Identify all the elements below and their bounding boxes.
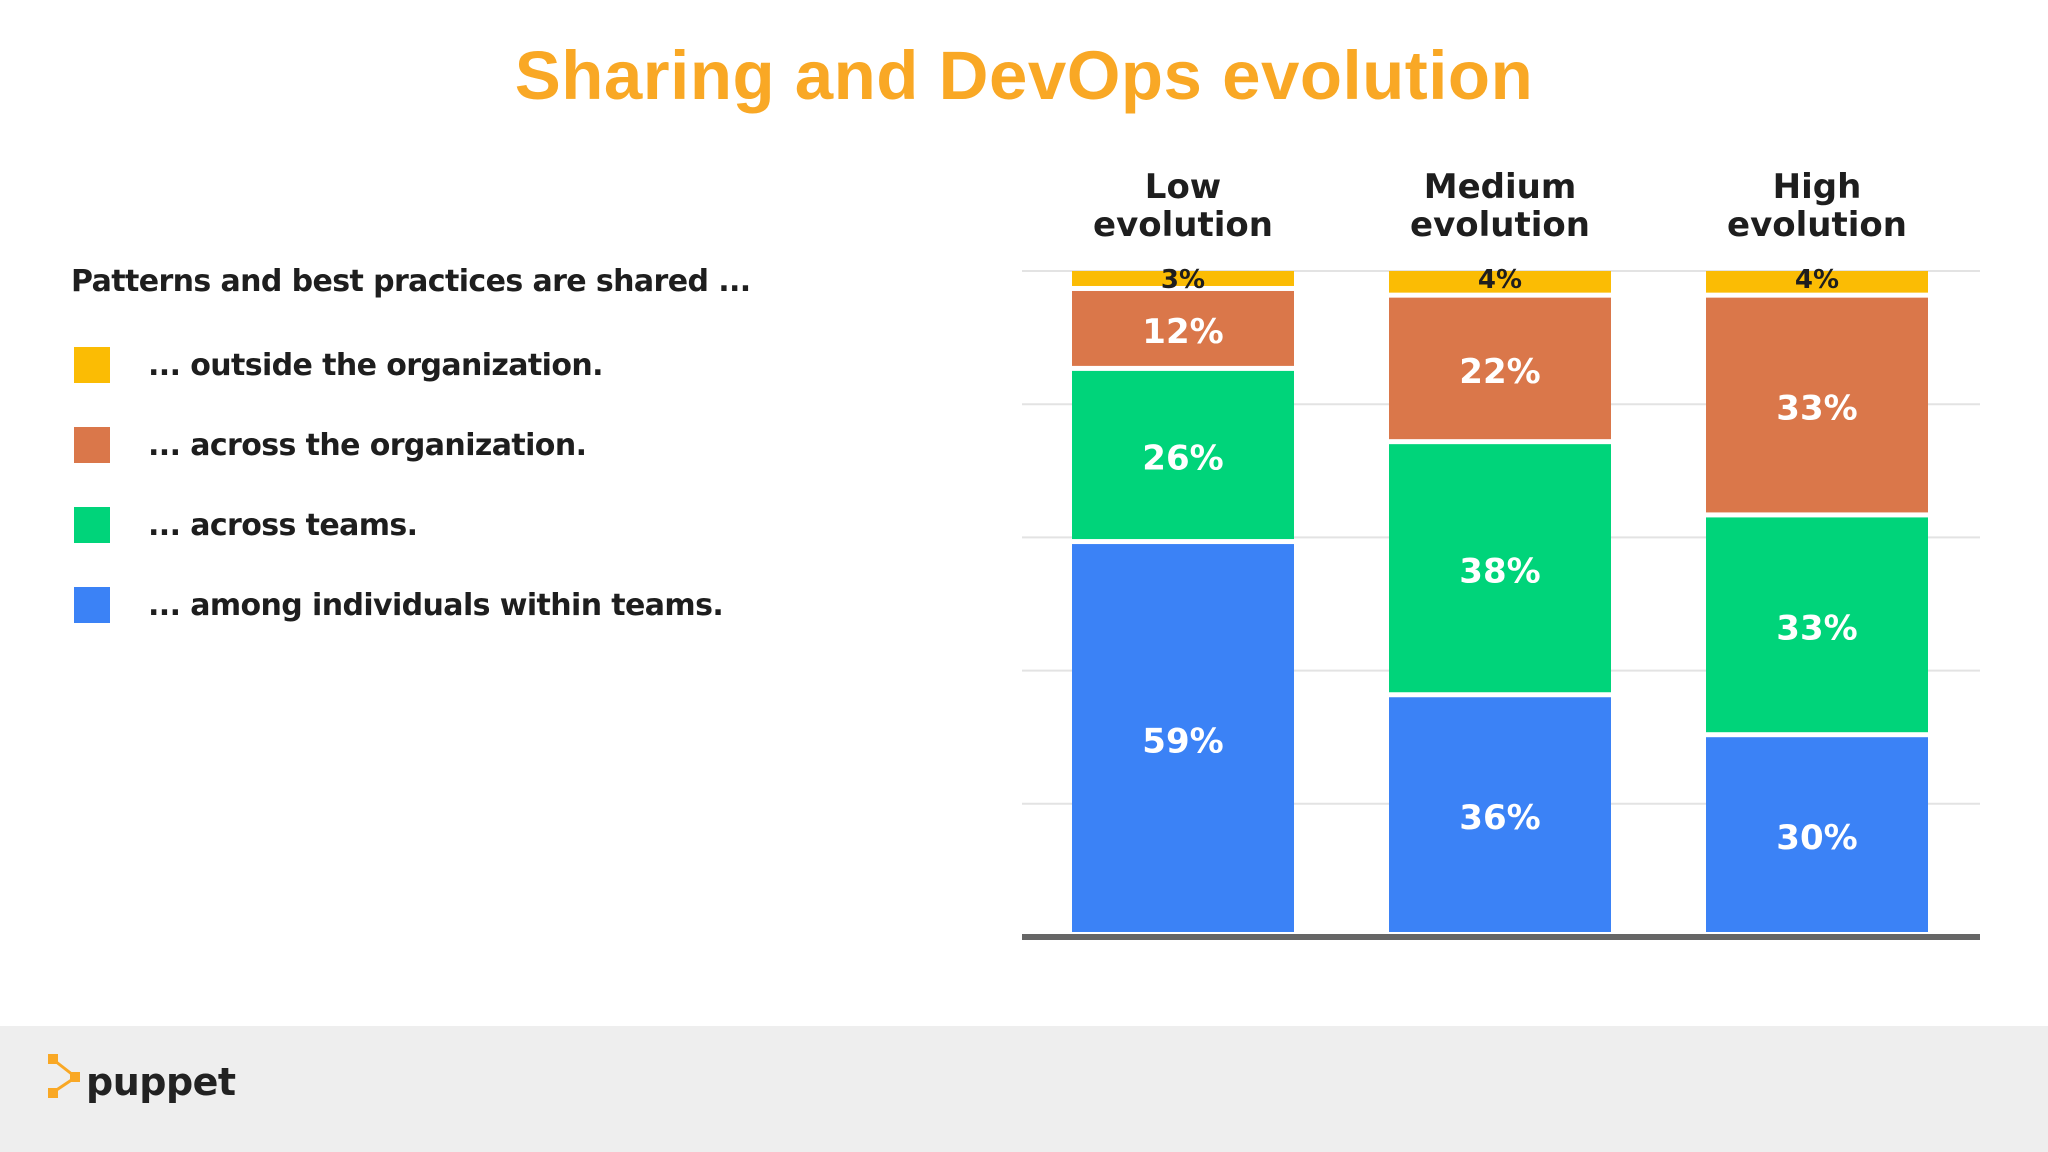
data-label: 4%	[1795, 265, 1839, 295]
legend-item-across-org: ... across the organization.	[74, 425, 587, 465]
stacked-bar-chart: 59%26%12%3%Lowevolution36%38%22%4%Medium…	[1022, 167, 1980, 940]
legend-swatch	[74, 427, 110, 463]
bar-segment	[1072, 370, 1294, 540]
data-label: 4%	[1478, 265, 1522, 295]
legend-label: ... among individuals within teams.	[148, 587, 724, 623]
footer-bar	[0, 1026, 2048, 1152]
data-label: 38%	[1459, 552, 1540, 592]
category-label: evolution	[1727, 205, 1907, 245]
bar-segment	[1706, 297, 1928, 513]
puppet-wordmark: puppet	[86, 1060, 236, 1104]
bar-segment	[1389, 444, 1611, 693]
legend-item-outside-org: ... outside the organization.	[74, 345, 604, 385]
legend-item-within-teams: ... among individuals within teams.	[74, 585, 724, 625]
data-label: 22%	[1459, 352, 1540, 392]
data-label: 26%	[1142, 438, 1223, 478]
bar-segment	[1389, 697, 1611, 932]
category-label: Low	[1145, 167, 1221, 207]
bar-segment	[1389, 271, 1611, 293]
bar-segment	[1706, 517, 1928, 733]
category-label: Medium	[1424, 167, 1577, 207]
bar-segment	[1072, 544, 1294, 932]
category-label: evolution	[1093, 205, 1273, 245]
legend-label: ... across teams.	[148, 507, 418, 543]
data-label: 33%	[1776, 389, 1857, 429]
bar-segment	[1072, 290, 1294, 366]
data-label: 59%	[1142, 722, 1223, 762]
category-label: High	[1773, 167, 1862, 207]
puppet-logo-icon	[48, 1054, 80, 1098]
bar-segment	[1072, 271, 1294, 286]
data-label: 36%	[1459, 798, 1540, 838]
legend-heading: Patterns and best practices are shared .…	[71, 264, 751, 299]
legend-swatch	[74, 347, 110, 383]
legend-item-across-teams: ... across teams.	[74, 505, 418, 545]
bar-segment	[1389, 297, 1611, 440]
data-label: 30%	[1776, 818, 1857, 858]
legend-swatch	[74, 507, 110, 543]
bar-segment	[1706, 271, 1928, 293]
slide-title: Sharing and DevOps evolution	[514, 37, 1534, 114]
legend-label: ... across the organization.	[148, 427, 587, 463]
legend-swatch	[74, 587, 110, 623]
bar-segment	[1706, 737, 1928, 932]
puppet-logo: puppet	[46, 1052, 236, 1104]
data-label: 33%	[1776, 608, 1857, 648]
data-label: 12%	[1142, 312, 1223, 352]
category-label: evolution	[1410, 205, 1590, 245]
data-label: 3%	[1161, 265, 1205, 295]
legend-label: ... outside the organization.	[148, 347, 604, 383]
